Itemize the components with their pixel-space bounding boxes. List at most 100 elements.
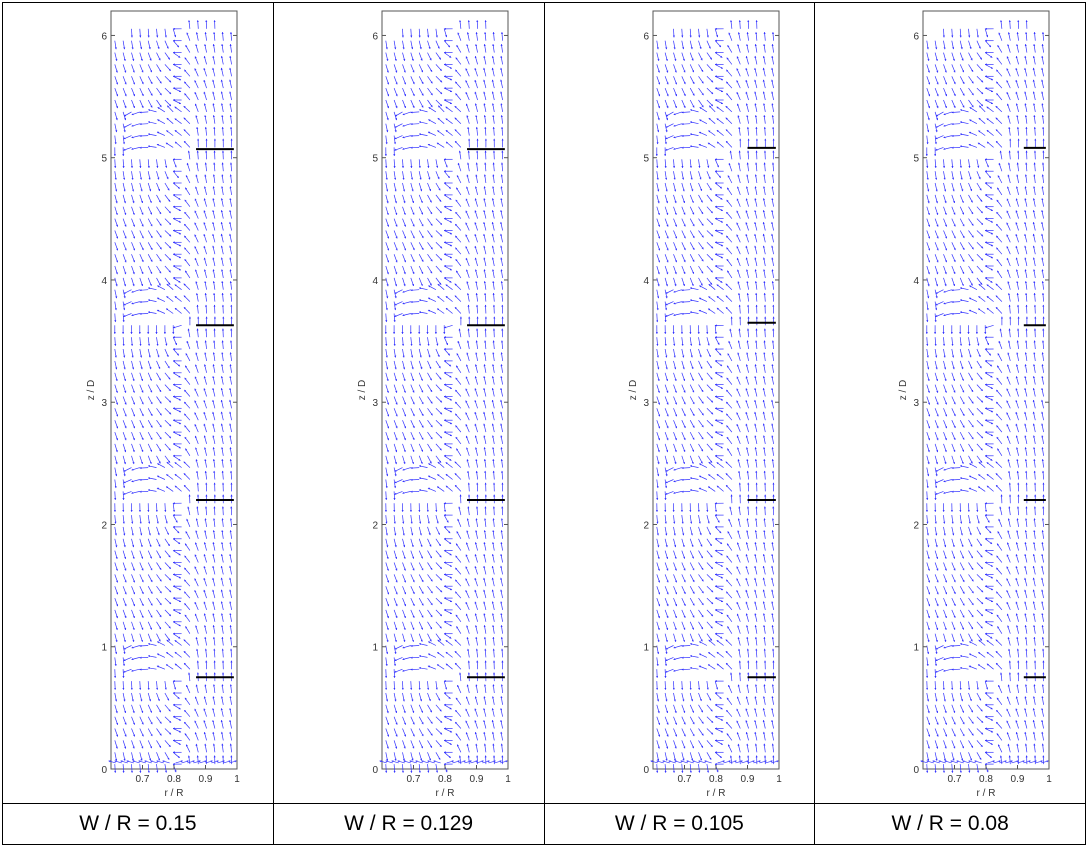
- velocity-vector: [943, 28, 946, 38]
- y-tick-label: 1: [101, 643, 107, 654]
- velocity-vector: [122, 609, 127, 619]
- velocity-vector: [139, 574, 144, 583]
- x-axis-title: r / R: [165, 788, 184, 799]
- velocity-vector: [213, 648, 216, 658]
- velocity-vector: [203, 589, 207, 599]
- y-tick-label: 4: [914, 276, 920, 287]
- x-tick-label: 0.8: [167, 774, 181, 785]
- velocity-vector: [131, 538, 135, 548]
- x-tick-label: 0.7: [948, 774, 962, 785]
- velocity-vector: [196, 482, 199, 492]
- velocity-vector: [204, 518, 207, 527]
- y-tick-label: 2: [372, 520, 378, 531]
- velocity-vector: [754, 506, 758, 516]
- velocity-vector: [123, 467, 132, 472]
- velocity-vector: [203, 696, 207, 705]
- x-tick-label: 0.9: [740, 774, 754, 785]
- velocity-vector: [131, 645, 140, 649]
- x-tick-label: 0.8: [979, 774, 993, 785]
- velocity-vector: [194, 566, 199, 575]
- velocity-vector: [221, 624, 224, 634]
- velocity-vector: [114, 491, 117, 501]
- velocity-vector: [157, 463, 166, 468]
- y-tick-label: 2: [914, 520, 920, 531]
- velocity-vector: [122, 538, 126, 548]
- velocity-vector: [139, 123, 149, 126]
- velocity-vector: [229, 636, 232, 646]
- velocity-vector: [122, 669, 125, 679]
- y-tick-label: 1: [643, 643, 649, 654]
- velocity-vector: [164, 728, 172, 735]
- velocity-vector: [221, 458, 224, 468]
- y-tick-label: 6: [643, 31, 649, 42]
- velocity-vector: [131, 752, 134, 761]
- velocity-vector: [114, 609, 118, 619]
- velocity-vector: [131, 467, 140, 471]
- panel-cell: 0 1 2 3 4 5 6 0.7 0.8 0.9 1 r / R z / D: [814, 2, 1086, 804]
- velocity-vector: [123, 645, 132, 650]
- velocity-vector: [131, 621, 135, 631]
- velocity-vector: [212, 613, 216, 622]
- velocity-vector: [147, 538, 152, 548]
- velocity-vector: [122, 574, 127, 583]
- x-tick-label: 1: [776, 774, 782, 785]
- velocity-vector: [139, 515, 142, 524]
- velocity-vector: [212, 624, 216, 634]
- velocity-vector: [738, 672, 741, 682]
- velocity-vector: [204, 470, 207, 480]
- velocity-vector: [114, 550, 118, 560]
- velocity-vector: [195, 447, 199, 456]
- velocity-vector: [147, 597, 153, 606]
- velocity-vector: [187, 755, 191, 765]
- y-tick-label: 6: [372, 31, 378, 42]
- velocity-vector: [174, 485, 182, 492]
- velocity-vector: [122, 491, 125, 501]
- velocity-vector: [164, 692, 170, 701]
- velocity-vector: [213, 470, 216, 480]
- velocity-vector: [410, 644, 419, 647]
- velocity-vector: [229, 553, 232, 563]
- velocity-vector: [122, 704, 127, 714]
- y-tick-label: 5: [372, 154, 378, 165]
- velocity-vector: [384, 764, 387, 773]
- velocity-vector: [174, 640, 182, 646]
- y-tick-label: 0: [372, 765, 378, 776]
- velocity-vector: [123, 491, 132, 495]
- velocity-vector: [934, 669, 937, 679]
- panel-cell: 0 1 2 3 4 5 6 0.7 0.8 0.9 1 r / R z / D: [2, 2, 274, 804]
- velocity-vector: [166, 639, 174, 646]
- velocity-vector: [680, 681, 683, 690]
- y-axis-title: z / D: [628, 380, 639, 401]
- velocity-vector: [131, 443, 135, 453]
- velocity-vector: [164, 764, 168, 773]
- velocity-vector: [384, 159, 387, 169]
- velocity-vector: [131, 515, 134, 524]
- velocity-vector: [164, 515, 168, 524]
- velocity-vector: [771, 126, 774, 136]
- velocity-vector: [122, 562, 127, 571]
- velocity-vector: [123, 668, 132, 673]
- velocity-vector: [164, 538, 170, 547]
- velocity-vector: [131, 491, 140, 494]
- x-tick-label: 1: [1046, 774, 1052, 785]
- y-tick-label: 4: [643, 276, 649, 287]
- velocity-vector: [139, 597, 144, 607]
- velocity-vector: [655, 313, 658, 323]
- velocity-vector: [147, 526, 151, 536]
- velocity-vector: [229, 447, 232, 456]
- velocity-vector: [156, 641, 166, 646]
- velocity-vector: [194, 708, 199, 717]
- velocity-vector: [220, 708, 224, 717]
- velocity-vector: [131, 740, 135, 749]
- velocity-vector: [156, 475, 166, 480]
- velocity-vector: [212, 708, 216, 717]
- velocity-vector: [196, 506, 199, 516]
- velocity-vector: [393, 491, 396, 501]
- velocity-vector: [196, 648, 199, 658]
- velocity-vector: [156, 764, 159, 773]
- velocity-vector: [131, 716, 135, 725]
- velocity-vector: [763, 328, 766, 338]
- velocity-vector: [147, 716, 153, 725]
- velocity-vector: [122, 657, 126, 667]
- velocity-vector: [147, 764, 150, 773]
